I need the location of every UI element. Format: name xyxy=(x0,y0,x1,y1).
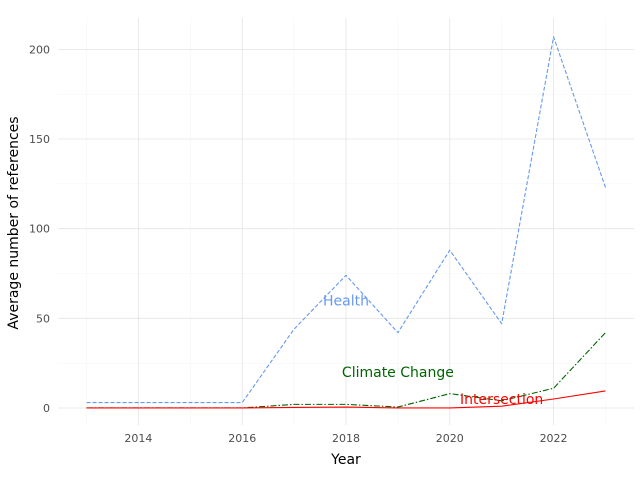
series-line-health xyxy=(86,36,606,404)
y-tick-label: 150 xyxy=(29,133,50,146)
y-tick-label: 50 xyxy=(36,312,50,325)
annotation-layer: Health Climate Change Intersection xyxy=(323,293,543,408)
series-layer xyxy=(86,36,606,409)
y-axis-label: Average number of references xyxy=(6,116,22,329)
x-tick-label: 2020 xyxy=(436,432,464,445)
x-axis-ticks: 2014 2016 2018 2020 2022 xyxy=(124,432,567,445)
x-tick-label: 2018 xyxy=(332,432,360,445)
x-axis-label: Year xyxy=(330,452,361,468)
y-tick-label: 0 xyxy=(43,402,50,415)
series-line-intersection xyxy=(86,390,606,409)
x-tick-label: 2022 xyxy=(540,432,568,445)
x-tick-label: 2016 xyxy=(228,432,256,445)
series-label-health: Health xyxy=(323,293,369,309)
y-tick-label: 200 xyxy=(29,43,50,56)
x-tick-label: 2014 xyxy=(124,432,152,445)
series-label-climate-change: Climate Change xyxy=(342,365,454,381)
y-axis-ticks: 0 50 100 150 200 xyxy=(29,43,50,415)
series-label-intersection: Intersection xyxy=(460,392,543,408)
major-grid xyxy=(58,18,634,425)
y-tick-label: 100 xyxy=(29,223,50,236)
